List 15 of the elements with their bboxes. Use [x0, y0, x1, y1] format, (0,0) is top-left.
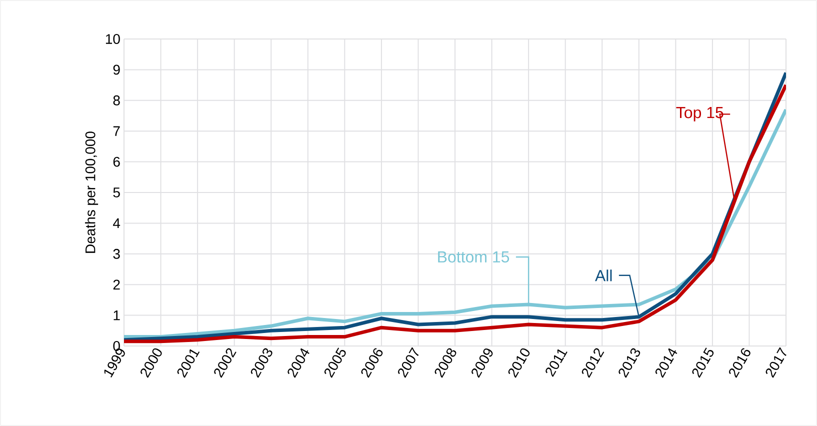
y-tick-label: 3	[113, 248, 120, 259]
y-tick-label: 9	[113, 64, 120, 75]
y-tick-label: 10	[106, 34, 120, 44]
y-tick-label: 6	[113, 156, 120, 167]
y-tick-label: 1	[114, 310, 120, 320]
y-tick-label: 2	[113, 280, 120, 290]
text: Bottom 15	[438, 251, 510, 263]
y-tick-label: 8	[113, 95, 120, 106]
y-tick-label: 4	[113, 218, 120, 228]
y-tick-label: 7	[113, 126, 120, 136]
y-axis-title: Deaths per 100,000	[85, 132, 98, 253]
y-tick-label: 0	[113, 341, 120, 351]
text: Top 15	[676, 107, 724, 122]
y-tick-label: 5	[113, 188, 120, 198]
text: All	[594, 270, 612, 282]
